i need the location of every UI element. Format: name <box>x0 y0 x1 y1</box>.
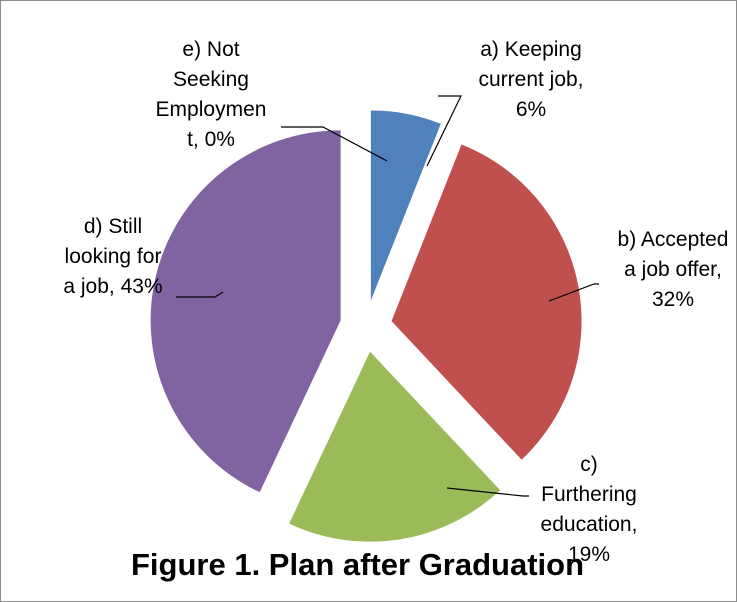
slice-labels: a) Keeping current job, 6% b) Accepted a job… <box>63 38 728 566</box>
figure-caption: Figure 1. Plan after Graduation <box>131 547 585 582</box>
leader-lines <box>176 95 599 497</box>
slice-label-3: d) Still looking for a job, 43% <box>63 215 162 298</box>
pie-slice-3 <box>150 130 341 493</box>
leader-line-1 <box>548 283 599 302</box>
pie-slice-1 <box>391 144 582 460</box>
leader-line-0 <box>426 95 462 167</box>
slice-label-0: a) Keeping current job, 6% <box>478 38 583 121</box>
leader-line-3 <box>176 291 224 298</box>
slice-label-4: e) Not Seeking Employmen t, 0% <box>156 38 267 151</box>
leader-line-4 <box>281 126 388 162</box>
slice-label-1: b) Accepted a job offer, 32% <box>618 228 729 311</box>
pie-slice-2 <box>289 351 501 542</box>
pie-slices <box>150 110 582 542</box>
pie-slice-0 <box>370 110 441 301</box>
leader-line-2 <box>446 487 529 497</box>
slice-label-2: c) Furthering education, 19% <box>541 453 638 566</box>
